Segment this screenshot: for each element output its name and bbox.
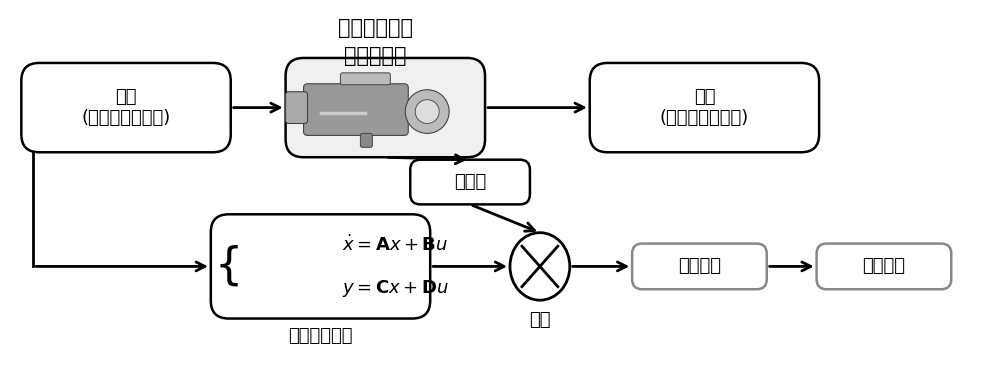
Text: 风力发电机润: 风力发电机润 xyxy=(338,18,413,38)
Text: (状态量，输出量): (状态量，输出量) xyxy=(660,109,749,127)
Text: 输出: 输出 xyxy=(694,88,715,106)
Text: 残差分析: 残差分析 xyxy=(678,257,721,276)
Text: 残差: 残差 xyxy=(529,311,551,329)
FancyBboxPatch shape xyxy=(286,92,308,124)
Text: 传感器: 传感器 xyxy=(454,173,486,191)
Text: (控制量，环境量): (控制量，环境量) xyxy=(81,109,171,127)
Circle shape xyxy=(405,90,449,133)
FancyBboxPatch shape xyxy=(632,244,767,289)
Text: $y = \mathbf{C}x + \mathbf{D}u$: $y = \mathbf{C}x + \mathbf{D}u$ xyxy=(342,278,449,299)
FancyBboxPatch shape xyxy=(21,63,231,152)
FancyBboxPatch shape xyxy=(590,63,819,152)
Text: 滑冷却系统: 滑冷却系统 xyxy=(344,46,407,66)
Text: 故障诊断: 故障诊断 xyxy=(862,257,905,276)
Text: 机载实时模型: 机载实时模型 xyxy=(288,327,353,345)
FancyBboxPatch shape xyxy=(340,73,390,85)
Circle shape xyxy=(415,100,439,124)
FancyBboxPatch shape xyxy=(817,244,951,289)
FancyBboxPatch shape xyxy=(211,214,430,319)
FancyBboxPatch shape xyxy=(410,160,530,204)
FancyBboxPatch shape xyxy=(286,58,485,157)
Ellipse shape xyxy=(510,233,570,300)
FancyBboxPatch shape xyxy=(304,84,408,135)
Text: 输入: 输入 xyxy=(115,88,137,106)
Text: {: { xyxy=(215,245,243,288)
FancyBboxPatch shape xyxy=(360,133,372,147)
Text: $\dot{x}$$= \mathbf{A}x + \mathbf{B}u$: $\dot{x}$$= \mathbf{A}x + \mathbf{B}u$ xyxy=(342,234,449,255)
